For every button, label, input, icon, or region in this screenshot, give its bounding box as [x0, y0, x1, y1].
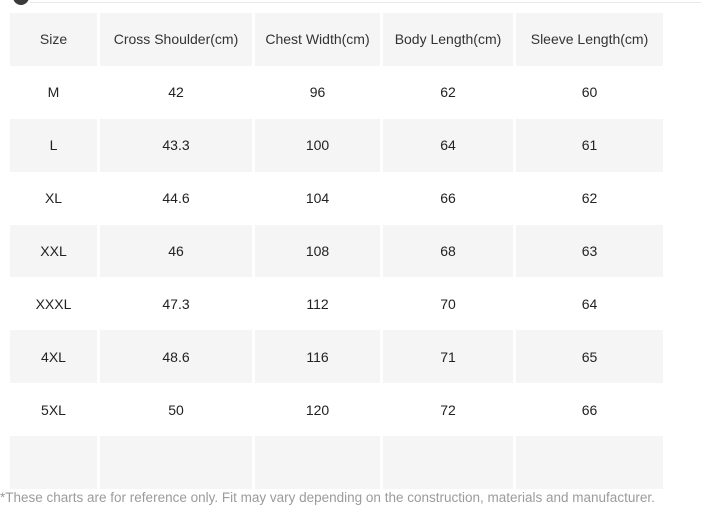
size-cell: XL: [44, 190, 63, 207]
header-cell-body-length: Body Length(cm): [383, 13, 513, 66]
table-row-4xl: 4XL 48.6 116 71 65: [10, 330, 663, 384]
cropped-circle-icon: [13, 0, 29, 5]
sleeve-length-cell: 63: [516, 224, 663, 278]
chest-width-cell: 112: [306, 295, 329, 312]
size-cell: [10, 436, 97, 490]
size-cell: 5XL: [41, 401, 66, 418]
chest-width-cell: 96: [309, 84, 326, 101]
size-cell: 4XL: [10, 330, 97, 384]
table-row-xxxl: XXXL 47.3 112 70 64: [10, 277, 663, 330]
table-row-xxl: XXL 46 108 68 63: [10, 224, 663, 278]
body-length-cell: 70: [440, 295, 456, 312]
reference-disclaimer: *These charts are for reference only. Fi…: [0, 490, 655, 505]
header-cell-size: Size: [10, 13, 97, 66]
header-cell-chest-width: Chest Width(cm): [255, 13, 380, 66]
cross-shoulder-cell: 46: [100, 224, 252, 278]
cross-shoulder-cell: [100, 436, 252, 490]
body-length-cell: 66: [440, 190, 456, 207]
chest-width-cell: 120: [305, 401, 330, 418]
size-cell: XXXL: [35, 295, 72, 312]
body-length-cell: 72: [440, 401, 456, 418]
cross-shoulder-cell: 44.6: [162, 190, 190, 207]
size-chart-table: Size Cross Shoulder(cm) Chest Width(cm) …: [10, 13, 663, 490]
cross-shoulder-cell: 47.3: [162, 295, 190, 312]
body-length-cell: 62: [440, 84, 456, 101]
chest-width-cell: 116: [255, 330, 380, 384]
body-length-cell: 64: [383, 118, 513, 172]
size-cell: XXL: [10, 224, 97, 278]
table-row-empty: [10, 436, 663, 490]
chest-width-cell: 104: [305, 190, 330, 207]
sleeve-length-cell: 64: [581, 295, 598, 312]
body-length-cell: 68: [383, 224, 513, 278]
chest-width-cell: 100: [255, 118, 380, 172]
sleeve-length-cell: 61: [516, 118, 663, 172]
table-row-xl: XL 44.6 104 66 62: [10, 172, 663, 225]
sleeve-length-cell: 62: [581, 190, 598, 207]
sleeve-length-cell: 66: [581, 401, 598, 418]
sleeve-length-cell: 65: [516, 330, 663, 384]
chest-width-cell: [255, 436, 380, 490]
cross-shoulder-cell: 42: [168, 84, 184, 101]
table-row-m: M 42 96 62 60: [10, 66, 663, 119]
size-cell: L: [10, 118, 97, 172]
body-length-cell: [383, 436, 513, 490]
header-cell-cross-shoulder: Cross Shoulder(cm): [100, 13, 252, 66]
cross-shoulder-cell: 43.3: [100, 118, 252, 172]
body-length-cell: 71: [383, 330, 513, 384]
sleeve-length-cell: 60: [581, 84, 598, 101]
sleeve-length-cell: [516, 436, 663, 490]
table-header-row: Size Cross Shoulder(cm) Chest Width(cm) …: [10, 13, 663, 66]
cross-shoulder-cell: 48.6: [100, 330, 252, 384]
table-row-5xl: 5XL 50 120 72 66: [10, 383, 663, 436]
size-cell: M: [47, 84, 60, 101]
table-row-l: L 43.3 100 64 61: [10, 118, 663, 172]
cross-shoulder-cell: 50: [168, 401, 184, 418]
chest-width-cell: 108: [255, 224, 380, 278]
top-divider: [30, 2, 701, 3]
header-cell-sleeve-length: Sleeve Length(cm): [516, 13, 663, 66]
